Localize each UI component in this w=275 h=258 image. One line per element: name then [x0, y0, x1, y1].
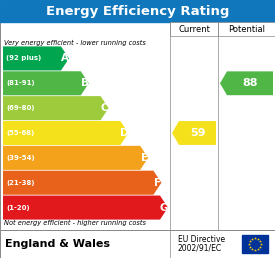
Text: (69-80): (69-80) — [6, 105, 34, 111]
Bar — [170, 22, 218, 36]
Polygon shape — [3, 171, 161, 195]
Polygon shape — [172, 121, 216, 145]
Text: E: E — [141, 153, 148, 163]
Bar — [0, 0, 275, 22]
Text: A: A — [61, 53, 69, 63]
Text: Energy Efficiency Rating: Energy Efficiency Rating — [46, 4, 229, 18]
Bar — [0, 22, 275, 230]
Polygon shape — [3, 46, 69, 70]
Polygon shape — [3, 96, 109, 120]
Bar — [0, 230, 275, 258]
Text: Very energy efficient - lower running costs: Very energy efficient - lower running co… — [4, 40, 146, 46]
Text: 88: 88 — [242, 78, 258, 88]
Text: Current: Current — [178, 25, 210, 34]
Polygon shape — [3, 196, 168, 220]
Polygon shape — [3, 121, 128, 145]
Text: (55-68): (55-68) — [6, 130, 34, 136]
Text: Not energy efficient - higher running costs: Not energy efficient - higher running co… — [4, 220, 146, 226]
Text: D: D — [120, 128, 129, 138]
Text: (92 plus): (92 plus) — [6, 55, 41, 61]
Text: (21-38): (21-38) — [6, 180, 34, 186]
Text: EU Directive: EU Directive — [178, 236, 225, 245]
Text: (39-54): (39-54) — [6, 155, 35, 161]
Text: 2002/91/EC: 2002/91/EC — [178, 244, 222, 253]
Polygon shape — [3, 71, 89, 95]
Bar — [218, 22, 275, 36]
Text: C: C — [101, 103, 108, 113]
Polygon shape — [3, 146, 148, 170]
Text: B: B — [81, 78, 89, 88]
Text: 59: 59 — [190, 128, 205, 138]
Text: F: F — [154, 178, 161, 188]
Bar — [242, 235, 268, 253]
Text: England & Wales: England & Wales — [5, 239, 110, 249]
Text: (81-91): (81-91) — [6, 80, 35, 86]
Text: Potential: Potential — [228, 25, 265, 34]
Text: G: G — [160, 203, 168, 213]
Text: (1-20): (1-20) — [6, 205, 30, 211]
Polygon shape — [220, 71, 273, 95]
